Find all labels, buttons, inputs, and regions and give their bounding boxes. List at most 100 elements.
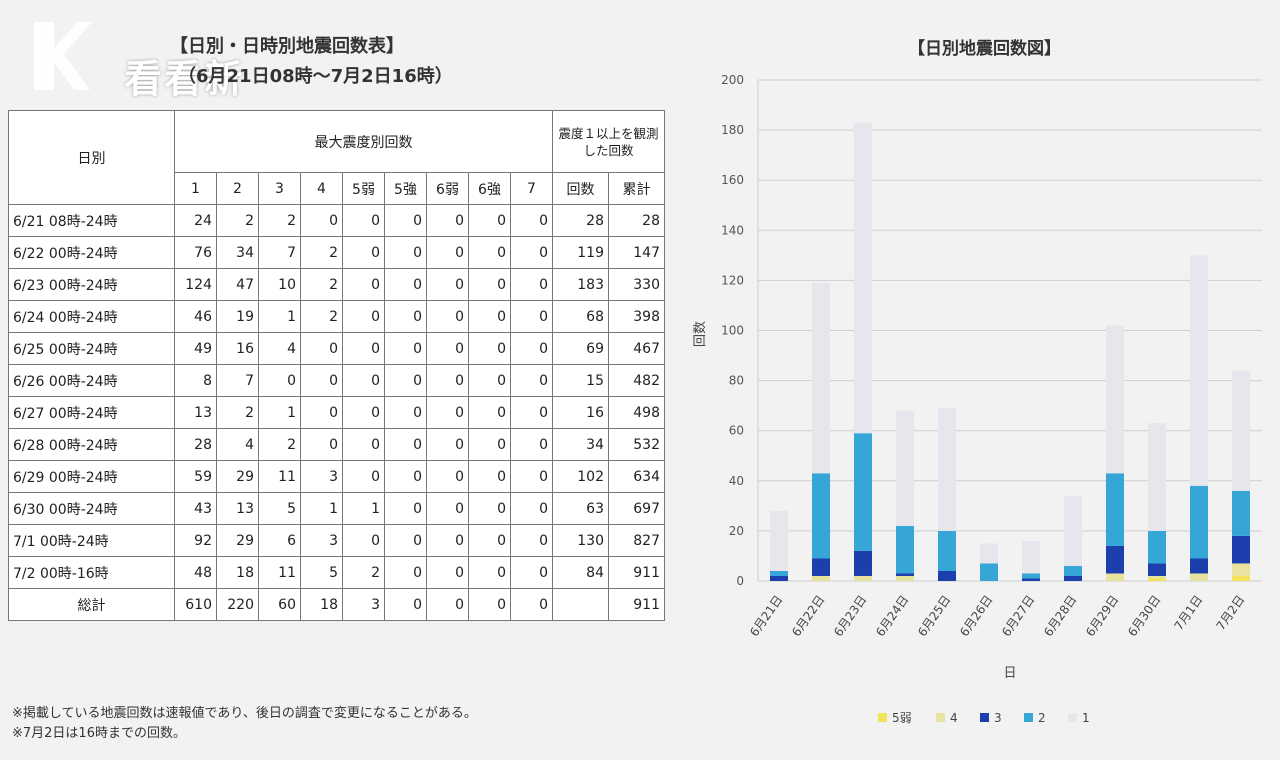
row-date: 6/26 00時-24時 [8, 364, 175, 397]
bar-segment [1148, 563, 1166, 576]
cell-intensity-4: 0 [342, 268, 385, 301]
cell-intensity-5: 0 [384, 300, 427, 333]
y-tick-label: 160 [721, 173, 744, 187]
cell-intensity-8: 0 [510, 396, 553, 429]
cell-intensity-1: 4 [216, 428, 259, 461]
bar-segment [1022, 578, 1040, 581]
row-date: 6/24 00時-24時 [8, 300, 175, 333]
cell-intensity-8: 0 [510, 588, 553, 621]
row-date: 6/22 00時-24時 [8, 236, 175, 269]
cell-intensity-3: 0 [300, 428, 343, 461]
cell-intensity-0: 24 [174, 204, 217, 237]
y-tick-label: 80 [729, 374, 744, 388]
cell-intensity-4: 0 [342, 396, 385, 429]
legend-label: 2 [1038, 711, 1046, 725]
cell-intensity-6: 0 [426, 396, 469, 429]
cell-intensity-8: 0 [510, 556, 553, 589]
cell-intensity-6: 0 [426, 428, 469, 461]
cell-intensity-7: 0 [468, 460, 511, 493]
cell-count: 119 [552, 236, 609, 269]
cell-intensity-6: 0 [426, 556, 469, 589]
total-label: 総計 [8, 588, 175, 621]
bar-segment [1190, 485, 1208, 559]
cell-intensity-3: 5 [300, 556, 343, 589]
cell-intensity-5: 0 [384, 268, 427, 301]
legend-label: 3 [994, 711, 1002, 725]
cell-intensity-6: 0 [426, 300, 469, 333]
table-row: 6/26 00時-24時 8 7 0 0 0 0 0 0 0 15 482 [8, 364, 665, 397]
header-observed: 震度１以上を観測した回数 [552, 110, 665, 173]
cell-intensity-0: 59 [174, 460, 217, 493]
y-tick-label: 0 [736, 574, 744, 588]
cell-intensity-8: 0 [510, 492, 553, 525]
bar-segment [938, 408, 956, 531]
table-row: 6/22 00時-24時 76 34 7 2 0 0 0 0 0 119 147 [8, 236, 665, 269]
row-date: 6/25 00時-24時 [8, 332, 175, 365]
cell-intensity-0: 13 [174, 396, 217, 429]
y-tick-label: 120 [721, 273, 744, 287]
cell-intensity-4: 0 [342, 524, 385, 557]
cell-cumulative: 911 [608, 556, 665, 589]
bar-segment [812, 473, 830, 559]
x-tick-label: 6月23日 [831, 593, 869, 639]
cell-intensity-8: 0 [510, 300, 553, 333]
cell-intensity-5: 0 [384, 524, 427, 557]
footnotes: ※掲載している地震回数は速報値であり、後日の調査で変更になることがある。 ※7月… [12, 704, 477, 744]
legend-label: 5弱 [892, 711, 912, 725]
cell-intensity-8: 0 [510, 236, 553, 269]
table-row: 6/28 00時-24時 28 4 2 0 0 0 0 0 0 34 532 [8, 428, 665, 461]
table-row: 6/23 00時-24時 124 47 10 2 0 0 0 0 0 183 330 [8, 268, 665, 301]
cell-intensity-2: 2 [258, 204, 301, 237]
y-tick-label: 140 [721, 223, 744, 237]
x-tick-label: 6月27日 [999, 593, 1037, 639]
cell-intensity-6: 0 [426, 492, 469, 525]
bar-segment [1148, 578, 1166, 581]
cell-cumulative: 28 [608, 204, 665, 237]
bar-segment [896, 410, 914, 526]
x-axis-label: 日 [1003, 666, 1016, 681]
x-tick-label: 6月21日 [747, 593, 785, 639]
bar-segment [896, 525, 914, 574]
cell-count: 15 [552, 364, 609, 397]
y-tick-label: 40 [729, 474, 744, 488]
cell-cumulative: 147 [608, 236, 665, 269]
x-tick-label: 6月22日 [789, 593, 827, 639]
cell-intensity-7: 0 [468, 556, 511, 589]
cell-cumulative: 634 [608, 460, 665, 493]
header-intensity-6: 6弱 [426, 172, 469, 205]
cell-intensity-8: 0 [510, 332, 553, 365]
cell-intensity-2: 0 [258, 364, 301, 397]
table-title: 【日別・日時別地震回数表】 （6月21日08時～7月2日16時） [170, 32, 453, 92]
bar-segment [1148, 575, 1166, 579]
cell-intensity-7: 0 [468, 364, 511, 397]
cell-intensity-2: 5 [258, 492, 301, 525]
bar-segment [980, 543, 998, 564]
cell-count: 130 [552, 524, 609, 557]
cell-intensity-6: 0 [426, 268, 469, 301]
footnote-2: ※7月2日は16時までの回数。 [12, 726, 186, 741]
cell-intensity-1: 34 [216, 236, 259, 269]
cell-intensity-0: 8 [174, 364, 217, 397]
cell-intensity-6: 0 [426, 524, 469, 557]
table-row: 6/25 00時-24時 49 16 4 0 0 0 0 0 0 69 467 [8, 332, 665, 365]
cell-intensity-5: 0 [384, 428, 427, 461]
cell-intensity-3: 0 [300, 204, 343, 237]
cell-intensity-8: 0 [510, 428, 553, 461]
cell-intensity-4: 2 [342, 556, 385, 589]
table-row: 6/29 00時-24時 59 29 11 3 0 0 0 0 0 102 634 [8, 460, 665, 493]
bar-segment [812, 282, 830, 474]
bar-segment [1064, 565, 1082, 576]
x-tick-label: 6月26日 [957, 593, 995, 639]
cell-intensity-6: 0 [426, 204, 469, 237]
row-date: 6/27 00時-24時 [8, 396, 175, 429]
cell-count: 34 [552, 428, 609, 461]
header-cumulative: 累計 [608, 172, 665, 205]
cell-cumulative: 482 [608, 364, 665, 397]
bar-segment [938, 570, 956, 581]
cell-intensity-3: 2 [300, 268, 343, 301]
cell-intensity-6: 0 [426, 332, 469, 365]
header-intensity-1: 2 [216, 172, 259, 205]
legend-swatch [980, 713, 989, 722]
x-tick-label: 6月30日 [1125, 593, 1163, 639]
cell-count: 28 [552, 204, 609, 237]
